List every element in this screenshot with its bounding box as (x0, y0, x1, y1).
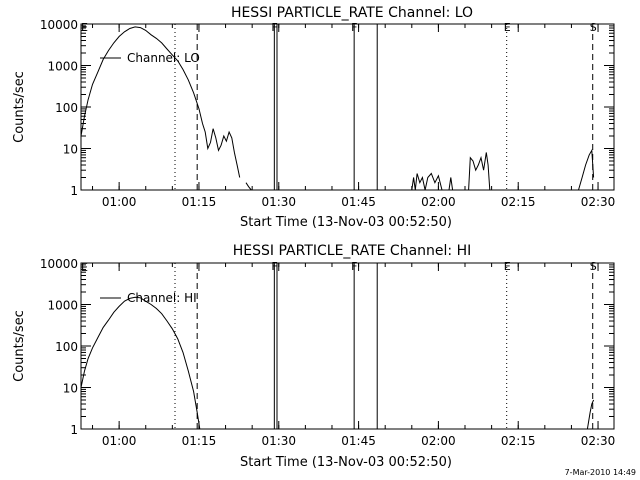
legend-lo: Channel: LO (100, 51, 200, 65)
y-tick-label-lo: 1 (70, 184, 78, 198)
chart-title-hi: HESSI PARTICLE_RATE Channel: HI (233, 243, 471, 259)
legend-label-lo: Channel: LO (127, 51, 200, 65)
series-lo (80, 26, 595, 191)
y-tick-label-lo: 100 (55, 101, 78, 115)
y-tick-label-hi: 10 (63, 382, 78, 396)
series-line-segment-lo (468, 152, 491, 191)
series-line-segment-lo (411, 172, 443, 191)
x-tick-label-hi: 01:30 (261, 434, 296, 448)
axis-ticks-lo: 01:00 01:15 01:30 01:45 02:00 02:15 02:30 1 10 10… (40, 18, 616, 209)
panel-lo: HESSI PARTICLE_RATE Channel: LO Start Ti… (12, 5, 615, 230)
y-tick-label-hi: 100 (55, 340, 78, 354)
y-axis-label-lo: Counts/sec (12, 71, 27, 143)
x-tick-label-hi: 02:30 (581, 434, 616, 448)
y-tick-label-hi: 1000 (47, 299, 78, 313)
x-tick-label-lo: 02:30 (581, 195, 616, 209)
series-line-segment-hi (586, 399, 595, 430)
edge-label-lo: E (81, 21, 88, 34)
panel-hi: HESSI PARTICLE_RATE Channel: HI Start Ti… (12, 243, 615, 470)
x-tick-label-lo: 02:15 (501, 195, 536, 209)
event-label-hi: E (504, 260, 511, 273)
x-tick-label-lo: 01:15 (182, 195, 217, 209)
series-line-segment-lo (245, 182, 252, 191)
series-line-segment-lo (80, 26, 241, 178)
event-label-hi: S (590, 260, 597, 273)
footer-timestamp: 7-Mar-2010 14:49 (565, 468, 636, 477)
x-axis-label-hi: Start Time (13-Nov-03 00:52:50) (240, 455, 452, 470)
series-hi (80, 296, 595, 430)
x-tick-label-hi: 02:15 (501, 434, 536, 448)
x-axis-label-lo: Start Time (13-Nov-03 00:52:50) (240, 215, 452, 230)
event-label-lo: F (351, 21, 357, 34)
x-tick-label-hi: 01:45 (341, 434, 376, 448)
event-label-lo: E (504, 21, 511, 34)
x-tick-label-lo: 01:45 (341, 195, 376, 209)
y-tick-label-hi: 1 (70, 423, 78, 437)
series-line-segment-lo (448, 177, 454, 191)
y-axis-label-hi: Counts/sec (12, 310, 27, 382)
x-tick-label-lo: 01:30 (261, 195, 296, 209)
x-tick-label-hi: 01:00 (102, 434, 137, 448)
event-label-hi: F (271, 260, 277, 273)
event-label-lo: F (271, 21, 277, 34)
x-tick-label-lo: 01:00 (102, 195, 137, 209)
series-line-segment-hi (80, 296, 201, 430)
y-tick-label-lo: 10 (63, 143, 78, 157)
legend-label-hi: Channel: HI (127, 291, 197, 305)
series-line-segment-lo (578, 148, 595, 191)
legend-hi: Channel: HI (100, 291, 197, 305)
y-tick-label-hi: 10000 (40, 257, 78, 271)
x-tick-label-hi: 02:00 (421, 434, 456, 448)
plot-frame-lo (80, 23, 615, 191)
x-tick-label-lo: 02:00 (421, 195, 456, 209)
chart-title-lo: HESSI PARTICLE_RATE Channel: LO (231, 5, 473, 21)
event-label-hi: F (351, 260, 357, 273)
event-label-lo: S (590, 21, 597, 34)
y-tick-label-lo: 1000 (47, 60, 78, 74)
plot-frame-hi (80, 262, 615, 430)
y-tick-label-lo: 10000 (40, 18, 78, 32)
axis-ticks-hi: 01:00 01:15 01:30 01:45 02:00 02:15 02:30 1 10 10… (40, 257, 616, 448)
x-tick-label-hi: 01:15 (182, 434, 217, 448)
